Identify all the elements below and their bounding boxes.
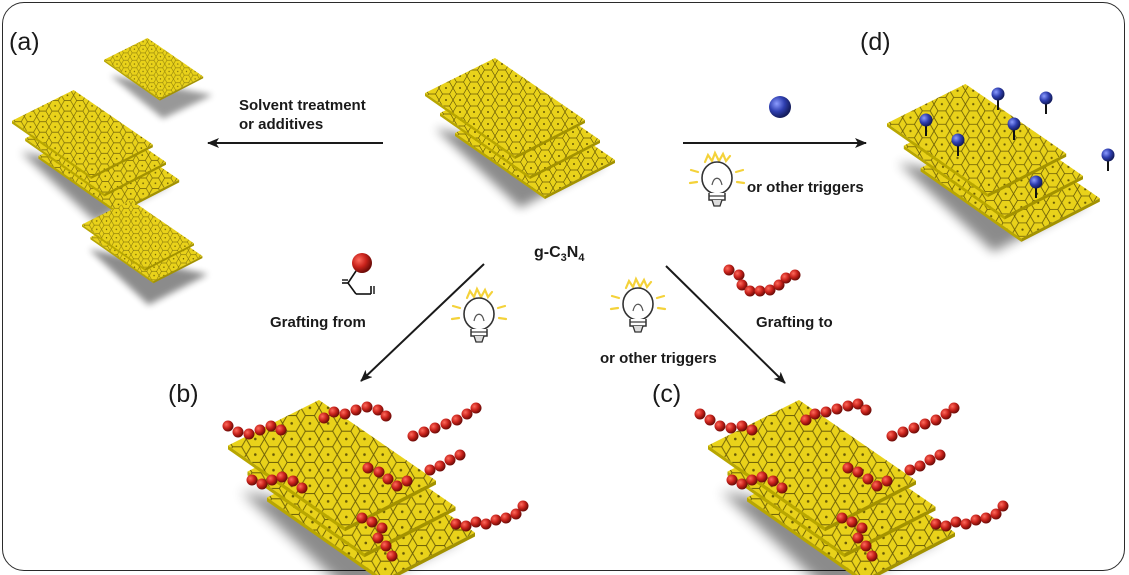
nanoparticle-icon [769, 96, 791, 118]
grafted-to-sheets-icon [694, 398, 1009, 575]
other-triggers-label-d: or other triggers [747, 179, 864, 196]
grafted-from-sheets-icon [222, 400, 529, 575]
center-sheet-stack-icon [425, 58, 615, 208]
panel-label-a: (a) [9, 28, 40, 56]
arrow-to-c [665, 265, 786, 384]
particle-decorated-sheets-icon [887, 84, 1116, 252]
arrow-to-b [360, 263, 485, 382]
formula-sub-4: 4 [578, 252, 585, 264]
monomer-icon [342, 253, 375, 295]
light-bulb-icon [688, 151, 746, 208]
formula-sub-3: 3 [560, 252, 567, 264]
solvent-label: Solvent treatment or additives [239, 96, 366, 134]
light-bulb-icon [450, 287, 508, 344]
solvent-label-line2: or additives [239, 116, 324, 133]
solvent-label-line1: Solvent treatment [239, 97, 366, 114]
light-bulb-icon [609, 277, 667, 334]
formula-prefix: g-C [534, 244, 561, 261]
panel-label-c: (c) [652, 380, 682, 408]
g-c3n4-formula: g-C3N4 [534, 244, 584, 264]
panel-label-b: (b) [168, 380, 199, 408]
polymer-chain-icon [723, 264, 801, 297]
formula-n: N [566, 244, 579, 261]
panel-label-d: (d) [860, 28, 891, 56]
exfoliated-sheets-icon [12, 38, 213, 305]
other-triggers-label-c: or other triggers [600, 350, 717, 367]
grafting-to-label: Grafting to [756, 314, 833, 331]
grafting-from-label: Grafting from [270, 314, 366, 331]
